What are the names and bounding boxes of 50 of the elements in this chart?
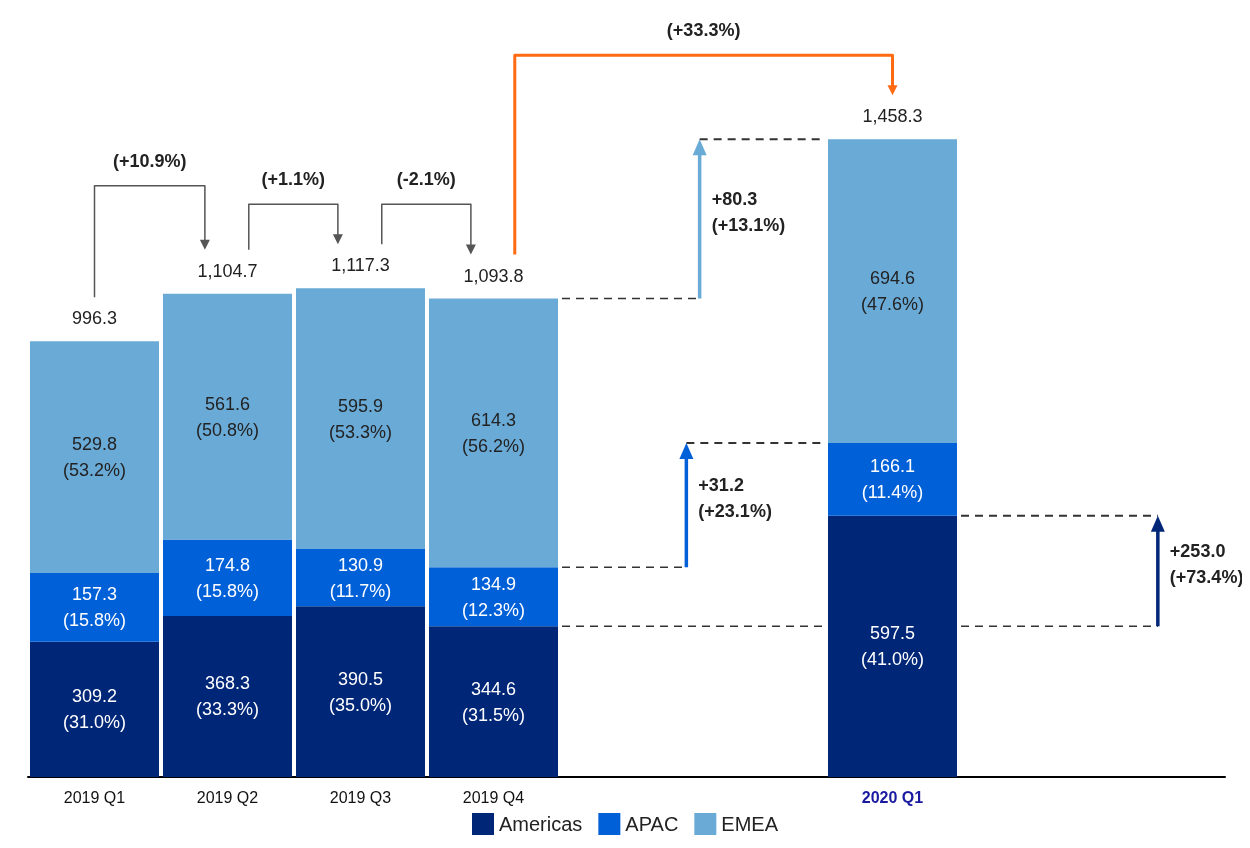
data-label: 694.6 (47.6%) [860,268,925,315]
data-label: 166.1 (11.4%) [861,456,924,503]
bar [828,443,958,516]
data-label: 344.6 (31.5%) [461,678,526,725]
data-label: 309.2 (31.0%) [62,686,127,733]
legend-label: Americas [499,813,583,835]
bar [163,293,293,540]
bar [429,626,559,777]
data-label: 134.9 (12.3%) [461,573,526,620]
data-label: 529.8 (53.2%) [62,434,127,481]
annotation: +253.0 (+73.4%) [1169,540,1244,587]
data-label: 597.5 (41.0%) [860,623,925,670]
total-label: 1,104.7 [197,260,258,281]
annotation: (-2.1%) [396,169,456,190]
bar [163,539,293,616]
x-tick-label: 2019 Q1 [63,788,126,806]
total-label: 996.3 [71,307,118,328]
x-tick-label: 2020 Q1 [861,788,924,806]
bar [163,615,293,777]
data-label: 614.3 (56.2%) [461,409,526,456]
x-tick-label: 2019 Q2 [196,788,259,806]
bar [30,641,160,777]
data-label: 390.5 (35.0%) [328,668,393,715]
total-label: 1,117.3 [331,255,390,276]
annotation: (+10.9%) [112,150,187,171]
data-label: 368.3 (33.3%) [195,673,260,720]
total-label: 1,093.8 [463,265,524,286]
bar [429,298,559,568]
annotation: +80.3 (+13.1%) [711,188,786,235]
bar [828,515,958,777]
bar [296,548,426,607]
bar [828,139,958,443]
bar [296,288,426,549]
bar [30,572,160,642]
legend-label: EMEA [721,813,779,835]
x-tick-label: 2019 Q3 [329,788,392,806]
bar [429,567,559,627]
data-label: 157.3 (15.8%) [62,584,127,631]
x-tick-label: 2019 Q4 [462,788,525,806]
total-label: 1,458.3 [862,105,923,126]
annotation: (+1.1%) [261,169,326,190]
bar [30,341,160,573]
bar [296,606,426,777]
data-label: 561.6 (50.8%) [195,393,260,440]
data-label: 174.8 (15.8%) [195,554,260,601]
data-label: 130.9 (11.7%) [329,554,392,601]
text: (+33.3%) [666,19,741,40]
legend-label: APAC [625,813,679,835]
annotation: +31.2 (+23.1%) [698,474,772,521]
data-label: 595.9 (53.3%) [328,395,393,442]
